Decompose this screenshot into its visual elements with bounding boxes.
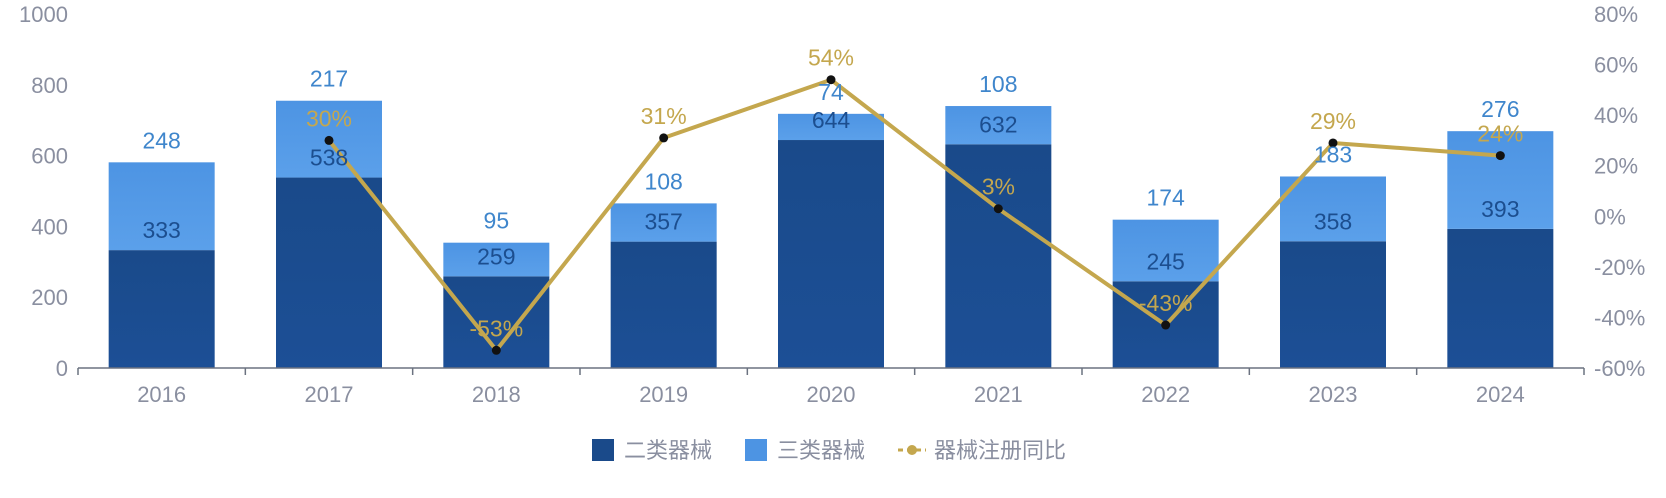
x-axis-tick-label: 2018 (472, 382, 521, 407)
x-axis-tick-label: 2023 (1309, 382, 1358, 407)
right-axis-tick-label: 80% (1594, 2, 1638, 27)
right-axis-tick-label: 40% (1594, 103, 1638, 128)
bar-class3 (778, 113, 884, 141)
legend-label-yoy: 器械注册同比 (934, 439, 1066, 464)
yoy-label: -53% (469, 315, 523, 341)
bar-class3-label: 95 (484, 208, 510, 234)
bar-class2-label: 259 (477, 243, 515, 269)
yoy-label: 29% (1310, 108, 1356, 134)
bar-class3-label: 276 (1481, 96, 1519, 122)
yoy-point (1161, 320, 1171, 330)
yoy-label: 24% (1477, 121, 1523, 147)
bar-class2 (108, 250, 215, 368)
left-axis-tick-label: 600 (31, 144, 68, 169)
yoy-point (659, 133, 669, 143)
bar-class3 (1447, 131, 1554, 229)
bar-class3 (1280, 176, 1386, 242)
right-axis-tick-label: 0% (1594, 204, 1626, 229)
right-axis-tick-label: -60% (1594, 356, 1645, 381)
yoy-point (1495, 151, 1505, 161)
right-axis-tick-label: -20% (1594, 255, 1645, 280)
bar-class2-label: 632 (979, 111, 1017, 137)
bar-class3-label: 74 (818, 79, 844, 105)
x-axis-tick-label: 2019 (639, 382, 688, 407)
bar-class2-label: 538 (310, 145, 348, 171)
legend-swatch-class2 (592, 439, 614, 461)
bar-class3 (945, 106, 1052, 145)
bar-class3-label: 183 (1314, 141, 1352, 167)
bar-class3 (108, 162, 215, 251)
bar-class2 (778, 140, 884, 368)
bar-class2 (1280, 241, 1386, 368)
yoy-point (491, 345, 501, 355)
x-axis-tick-label: 2020 (807, 382, 856, 407)
yoy-label: 54% (808, 45, 854, 71)
x-axis-tick-label: 2024 (1476, 382, 1525, 407)
bar-class2 (1447, 228, 1554, 368)
x-axis-tick-label: 2016 (137, 382, 186, 407)
yoy-line (324, 75, 1505, 355)
right-axis-tick-label: -40% (1594, 305, 1645, 330)
yoy-label: 3% (982, 174, 1015, 200)
bar-class2-label: 644 (812, 107, 851, 133)
bar-class3-label: 217 (310, 66, 348, 92)
left-axis-tick-label: 800 (31, 73, 68, 98)
right-axis: -60% -40% -20% 0% 20% 40% 60% 80% (1594, 2, 1645, 381)
left-axis-tick-label: 400 (31, 214, 68, 239)
legend-label-class3: 三类器械 (777, 439, 865, 464)
legend: 二类器械 三类器械 器械注册同比 (592, 439, 1066, 464)
right-axis-tick-label: 20% (1594, 154, 1638, 179)
legend-label-class2: 二类器械 (624, 439, 712, 464)
bar-class2-label: 245 (1146, 248, 1184, 274)
yoy-point (993, 204, 1003, 214)
x-axis: 2016 2017 2018 2019 2020 2021 2022 2023 2024 (77, 367, 1585, 407)
yoy-label: -43% (1139, 290, 1193, 316)
bar-class2 (610, 241, 717, 368)
yoy-label: 30% (306, 105, 352, 131)
legend-swatch-class3 (745, 439, 767, 461)
bar-class3-label: 174 (1146, 185, 1185, 211)
legend-swatch-yoy-point (907, 445, 917, 455)
bar-class3-label: 108 (644, 168, 682, 194)
left-axis: 0 200 400 600 800 1000 (19, 2, 68, 381)
x-axis-tick-label: 2021 (974, 382, 1023, 407)
yoy-line-path (327, 77, 1501, 353)
bar-class2-label: 358 (1314, 208, 1352, 234)
bar-class3-label: 248 (142, 127, 180, 153)
yoy-point (324, 135, 334, 145)
bar-class3 (1112, 219, 1219, 282)
bar-class2-label: 357 (644, 209, 682, 235)
x-axis-tick-label: 2017 (305, 382, 354, 407)
x-axis-tick-label: 2022 (1141, 382, 1190, 407)
bar-class2-label: 333 (142, 217, 180, 243)
yoy-point (1328, 138, 1338, 148)
yoy-point (826, 75, 836, 85)
bar-class2 (276, 177, 382, 368)
right-axis-tick-label: 60% (1594, 53, 1638, 78)
bar-class2-label: 393 (1481, 196, 1519, 222)
bar-class3 (610, 203, 717, 242)
bar-class3-label: 108 (979, 71, 1017, 97)
yoy-label: 31% (641, 103, 687, 129)
left-axis-tick-label: 200 (31, 285, 68, 310)
left-axis-tick-label: 1000 (19, 2, 68, 27)
bar-class3 (443, 242, 550, 277)
left-axis-tick-label: 0 (56, 356, 68, 381)
